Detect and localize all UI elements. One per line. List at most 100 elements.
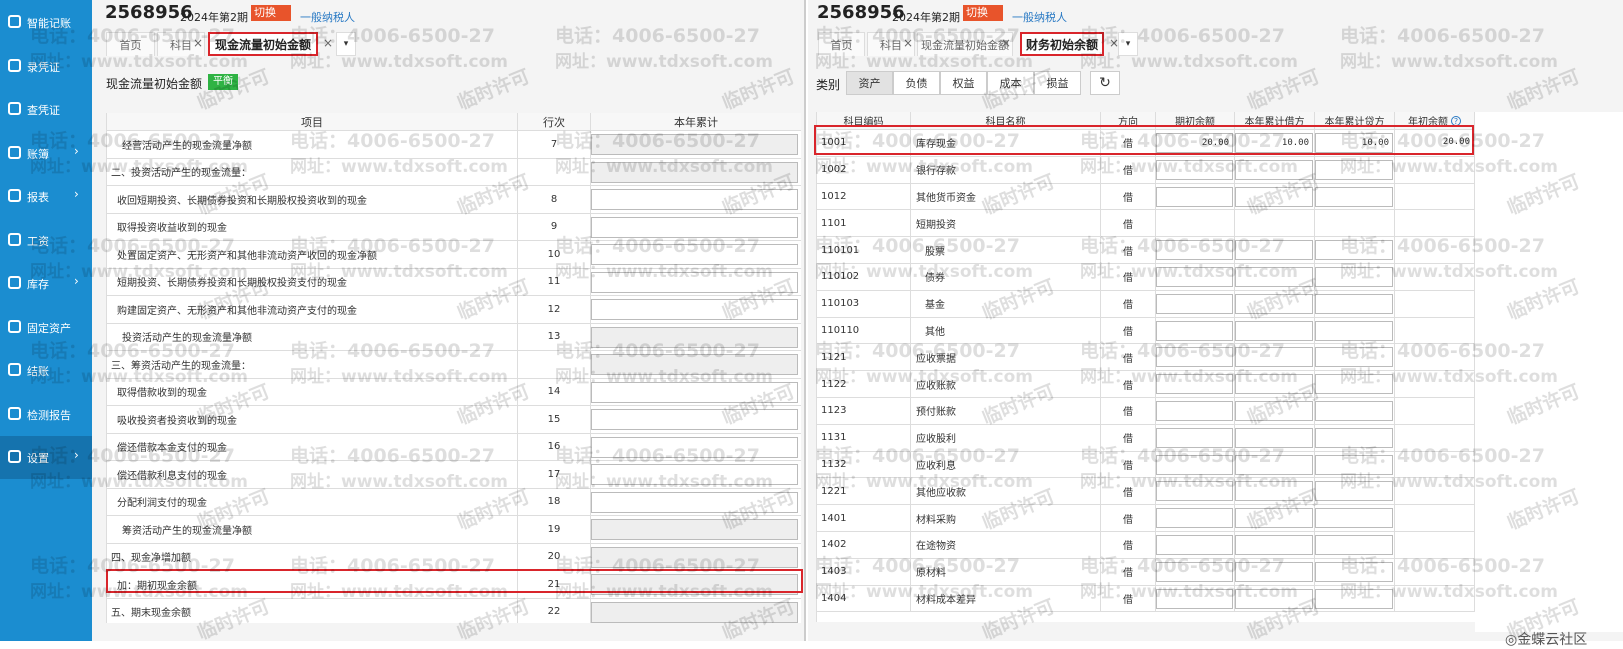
amount-input[interactable] [1156, 561, 1233, 582]
amount-input[interactable] [591, 216, 798, 238]
amount-input[interactable] [1315, 427, 1393, 448]
menu-item[interactable]: 检测报告 [0, 393, 92, 436]
amount-input[interactable] [1315, 401, 1393, 421]
amount-input[interactable] [1315, 535, 1393, 555]
taxpayer-link[interactable]: 一般纳税人 [300, 11, 355, 24]
amount-input[interactable] [591, 491, 798, 513]
amount-input[interactable] [1235, 561, 1313, 582]
amount-input[interactable] [1156, 427, 1233, 448]
menu-item[interactable]: 账簿 › [0, 132, 92, 175]
tab[interactable]: 财务初始余额 [1020, 32, 1104, 56]
amount-input[interactable] [1315, 374, 1393, 395]
amount-input[interactable] [1315, 240, 1393, 261]
category-button[interactable]: 成本 [987, 71, 1034, 95]
amount-input[interactable] [591, 409, 798, 430]
amount-input[interactable] [1156, 347, 1233, 368]
amount-input[interactable] [1235, 481, 1313, 502]
amount-input[interactable] [1235, 508, 1313, 529]
amount-input[interactable] [1315, 454, 1393, 475]
amount-input[interactable] [591, 244, 798, 265]
menu-item[interactable]: 设置 › [0, 436, 92, 479]
amount-input[interactable] [1156, 535, 1233, 555]
amount-input[interactable] [591, 464, 798, 485]
amount-input[interactable] [1235, 454, 1313, 475]
amount-input[interactable] [1235, 240, 1313, 261]
footer-logo: ◎金蝶云社区 [1505, 632, 1588, 648]
amount-input[interactable] [1235, 186, 1313, 207]
tab[interactable]: 首页 [106, 32, 155, 56]
amount-input[interactable] [591, 381, 798, 403]
menu-item[interactable]: 报表 › [0, 175, 92, 218]
amount-input[interactable] [591, 271, 798, 293]
amount-input[interactable] [1235, 427, 1313, 448]
category-button[interactable]: 负债 [893, 71, 940, 95]
amount-input[interactable] [591, 161, 798, 183]
tab-close[interactable]: × [1109, 36, 1120, 50]
amount-input[interactable] [1315, 347, 1393, 368]
amount-input[interactable] [1315, 508, 1393, 529]
amount-cell [1235, 478, 1315, 506]
amount-input[interactable] [1156, 588, 1233, 609]
amount-input[interactable] [1156, 481, 1233, 502]
amount-input[interactable] [591, 299, 798, 320]
amount-input[interactable] [1235, 267, 1313, 287]
amount-value[interactable]: 10.00 [1315, 133, 1393, 153]
taxpayer-link[interactable]: 一般纳税人 [1012, 11, 1067, 24]
amount-input[interactable] [1235, 374, 1313, 395]
tab[interactable]: 科目 [157, 32, 205, 56]
switch-button[interactable]: 切换 [963, 5, 1003, 21]
amount-input[interactable] [1156, 240, 1233, 261]
tab-dropdown[interactable]: ▾ [1118, 32, 1138, 56]
amount-input[interactable] [1235, 535, 1313, 555]
switch-button[interactable]: 切换 [251, 5, 291, 21]
amount-input[interactable] [1315, 293, 1393, 314]
amount-input[interactable] [1156, 454, 1233, 475]
menu-item[interactable]: 智能记账 [0, 1, 92, 44]
tab-close[interactable]: × [193, 36, 204, 50]
category-button[interactable]: 损益 [1034, 71, 1081, 95]
amount-input[interactable] [1156, 508, 1233, 529]
tab[interactable]: 现金流量初始金额 [208, 32, 318, 56]
tab-close[interactable]: × [323, 36, 334, 50]
menu-item[interactable]: 工资 [0, 219, 92, 262]
menu-item[interactable]: 固定资产 [0, 306, 92, 349]
amount-input[interactable] [1235, 159, 1313, 180]
amount-input[interactable] [1235, 588, 1313, 609]
amount-input[interactable] [1315, 588, 1393, 609]
amount-input[interactable] [1156, 267, 1233, 287]
amount-input[interactable] [1315, 320, 1393, 341]
tab[interactable]: 现金流量初始金额 [917, 32, 1013, 56]
tab-close[interactable]: × [1001, 36, 1012, 50]
amount-input[interactable] [1156, 320, 1233, 341]
tab-close[interactable]: × [903, 36, 914, 50]
amount-input[interactable] [1235, 320, 1313, 341]
direction: 借 [1101, 532, 1156, 559]
amount-input[interactable] [1156, 293, 1233, 314]
category-button[interactable]: 权益 [940, 71, 987, 95]
menu-item[interactable]: 结账 [0, 349, 92, 392]
amount-input[interactable] [591, 189, 798, 210]
amount-input[interactable] [1156, 186, 1233, 207]
amount-input[interactable] [1315, 481, 1393, 502]
amount-input[interactable] [1156, 374, 1233, 395]
amount-value[interactable]: 10.00 [1235, 133, 1313, 153]
menu-item[interactable]: 录凭证 [0, 45, 92, 88]
amount-input[interactable] [1315, 159, 1393, 180]
amount-input[interactable] [1315, 267, 1393, 287]
amount-input[interactable] [1235, 401, 1313, 421]
tab[interactable]: 首页 [818, 32, 865, 56]
amount-input[interactable] [1235, 347, 1313, 368]
amount-input[interactable] [1156, 159, 1233, 180]
amount-input[interactable] [1235, 293, 1313, 314]
amount-input[interactable] [1156, 401, 1233, 421]
tab[interactable]: 科目 [867, 32, 915, 56]
category-button[interactable]: 资产 [846, 71, 893, 95]
menu-item[interactable]: 查凭证 [0, 88, 92, 131]
amount-input[interactable] [591, 436, 798, 458]
tab-dropdown[interactable]: ▾ [336, 32, 356, 56]
amount-input[interactable] [1315, 186, 1393, 207]
amount-value[interactable]: 20.00 [1156, 133, 1233, 153]
amount-input[interactable] [1315, 561, 1393, 582]
menu-item[interactable]: 库存 › [0, 262, 92, 305]
refresh-button[interactable]: ↻ [1090, 71, 1120, 95]
